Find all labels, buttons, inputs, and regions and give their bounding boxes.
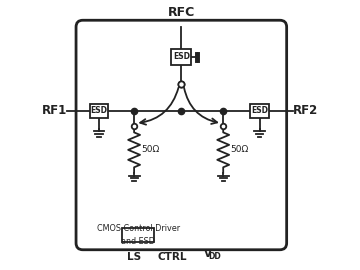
Text: RF2: RF2 xyxy=(293,104,318,117)
Bar xyxy=(122,228,154,242)
Text: ESD: ESD xyxy=(173,52,190,61)
Text: 50Ω: 50Ω xyxy=(231,145,249,154)
Text: V: V xyxy=(204,249,212,259)
Bar xyxy=(250,104,269,118)
Text: CTRL: CTRL xyxy=(157,252,186,262)
Text: LS: LS xyxy=(127,252,141,262)
Text: DD: DD xyxy=(208,252,221,261)
Text: ESD: ESD xyxy=(251,106,268,115)
Text: CMOS Control Driver
and ESD: CMOS Control Driver and ESD xyxy=(96,224,180,246)
Text: 50Ω: 50Ω xyxy=(142,145,160,154)
Bar xyxy=(171,49,192,65)
Text: RF1: RF1 xyxy=(42,104,67,117)
Bar xyxy=(90,104,108,118)
Text: ESD: ESD xyxy=(90,106,108,115)
FancyBboxPatch shape xyxy=(76,20,287,250)
Text: RFC: RFC xyxy=(168,6,195,19)
